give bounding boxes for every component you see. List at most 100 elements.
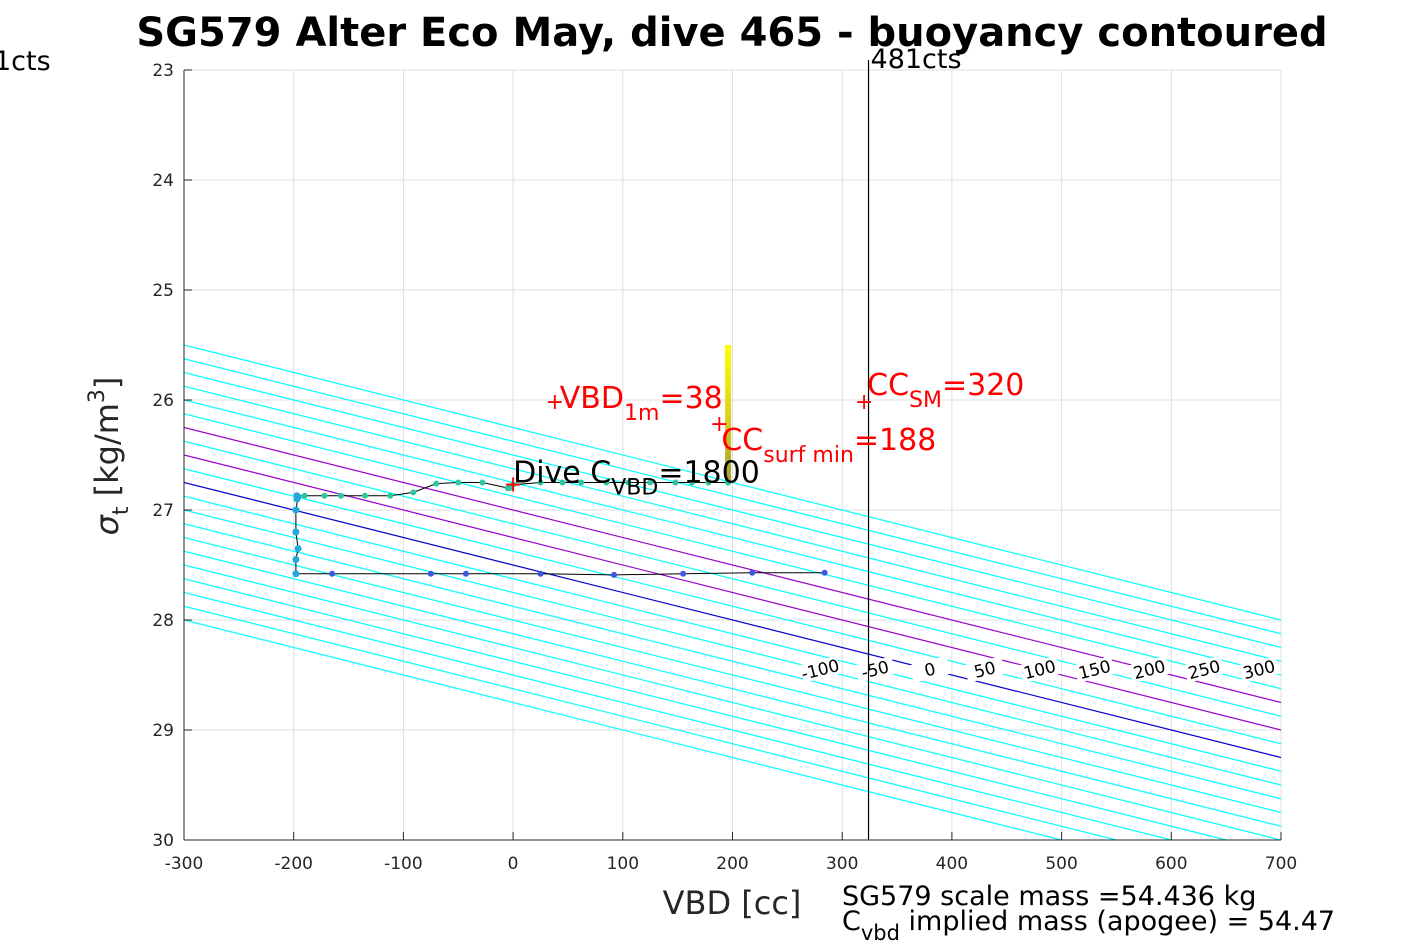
dive-point — [672, 479, 679, 486]
footer-rest: implied mass (apogee) = 54.47 — [900, 906, 1335, 937]
x-tick-label: 200 — [716, 854, 748, 874]
climb-point — [462, 570, 469, 577]
ylabel-units: [kg/m — [88, 403, 126, 506]
cts-line: 481cts — [867, 44, 962, 840]
cc-sm-value: =320 — [942, 368, 1024, 403]
dive-c-label: Dive CVBD=1800 — [513, 456, 760, 501]
dive-point — [410, 489, 417, 496]
climb-point — [427, 570, 434, 577]
dive-point — [705, 479, 712, 486]
cts-right-label: 481cts — [871, 44, 962, 75]
contour-label-bg — [909, 656, 951, 683]
x-tick-label: 300 — [826, 854, 858, 874]
climb-point — [821, 569, 828, 576]
dive-point — [479, 479, 486, 486]
contour-label-bg — [1073, 656, 1116, 683]
contour-line — [184, 536, 1281, 814]
y-tick-label: 28 — [152, 611, 174, 631]
contour-line — [184, 578, 1227, 840]
ylabel-sub: t — [109, 506, 134, 515]
dive-vertical-point — [292, 570, 300, 578]
dive-vertical-point — [292, 506, 300, 514]
footer-c: C — [842, 906, 861, 937]
x-axis-label: VBD [cc] — [663, 884, 802, 922]
ylabel-sup: 3 — [85, 389, 110, 403]
contour-label-bg — [964, 656, 1006, 683]
contour-line — [184, 495, 1281, 772]
x-tick-label: 500 — [1045, 854, 1077, 874]
dive-point — [603, 479, 610, 486]
y-tick-label: 23 — [152, 61, 174, 81]
dive-point — [301, 492, 308, 499]
footer-implied-mass: Cvbd implied mass (apogee) = 54.47 — [842, 906, 1335, 945]
dive-point — [321, 492, 328, 499]
contour-line — [184, 509, 1281, 786]
contour-line — [184, 454, 1281, 731]
y-tick-label: 30 — [152, 831, 174, 851]
contour-labels: -100 -50 0 50 100 150 200 250 300 — [799, 656, 1280, 685]
chart-title: SG579 Alter Eco May, dive 465 - buoyancy… — [136, 10, 1327, 56]
dive-point — [725, 479, 732, 486]
contour-line — [184, 550, 1281, 827]
contour-label-bg — [1019, 656, 1061, 683]
x-tick-label: -100 — [384, 854, 423, 874]
dive-point — [362, 492, 369, 499]
dive-point — [455, 479, 462, 486]
vbd1m-sub: 1m — [624, 401, 659, 426]
dive-point — [510, 481, 517, 488]
contour-line — [184, 481, 1281, 759]
dive-vertical-point — [292, 528, 300, 536]
cc-sm-label: CCSM=320 — [867, 368, 1024, 413]
dive-point — [387, 492, 394, 499]
buoyancy-contours — [184, 344, 1281, 840]
contour-line — [184, 344, 1281, 621]
cc-surf-value: =188 — [854, 423, 936, 458]
y-axis-label: σt [kg/m3] — [85, 377, 134, 536]
cc-surf-main: CC — [721, 423, 763, 458]
dive-point — [647, 479, 654, 486]
x-tick-label: -300 — [165, 854, 204, 874]
x-tick-label: 400 — [936, 854, 968, 874]
dive-c-main: Dive C — [513, 456, 611, 491]
climb-point — [749, 569, 756, 576]
climb-point — [680, 570, 687, 577]
contour-line — [184, 591, 1172, 840]
cc-sm-marker: + — [855, 390, 873, 415]
contour-label: 0 — [923, 659, 938, 681]
dive-vertical-point — [293, 492, 301, 500]
axes: -300 -200 -100 0 100 200 300 400 500 600 700232425… — [152, 61, 1297, 874]
cc-sm-sub: SM — [909, 388, 942, 413]
contour-label-bg — [1183, 656, 1225, 683]
climb-point — [329, 570, 336, 577]
contour-label-bg — [1238, 656, 1280, 683]
climb-point — [611, 571, 618, 578]
x-tick-label: 0 — [508, 854, 519, 874]
contour-label-bg — [854, 656, 896, 683]
y-tick-label: 24 — [152, 171, 174, 191]
contour-line — [184, 385, 1281, 662]
surface-bar — [725, 345, 732, 483]
cc-surf-sub: surf min — [763, 443, 854, 468]
climb-point — [537, 570, 544, 577]
y-tick-label: 29 — [152, 721, 174, 741]
contour-line — [184, 468, 1281, 745]
ylabel-close: ] — [88, 377, 126, 389]
dive-vertical-point — [294, 545, 302, 552]
annotations: +VBD1m=38+CCsurf min=188+CCSM=320+Dive C… — [504, 368, 1025, 501]
contour-line — [184, 523, 1281, 800]
contour-line — [184, 619, 1062, 840]
contour-label-bg — [799, 656, 841, 683]
dive-point — [578, 479, 585, 486]
dive-point — [537, 479, 544, 486]
footer-sub: vbd — [861, 921, 900, 945]
contour-line — [184, 413, 1281, 690]
cts-left-label: 1cts — [0, 46, 51, 77]
vbd1m-label: VBD1m=38 — [560, 381, 723, 426]
cc-surf-label: CCsurf min=188 — [721, 423, 936, 468]
dive-c-value: =1800 — [658, 456, 759, 491]
footer-scale-mass: SG579 scale mass =54.436 kg — [842, 881, 1256, 912]
contour-line — [184, 564, 1281, 840]
cc-surf-marker: + — [710, 412, 728, 437]
x-tick-label: 100 — [607, 854, 639, 874]
